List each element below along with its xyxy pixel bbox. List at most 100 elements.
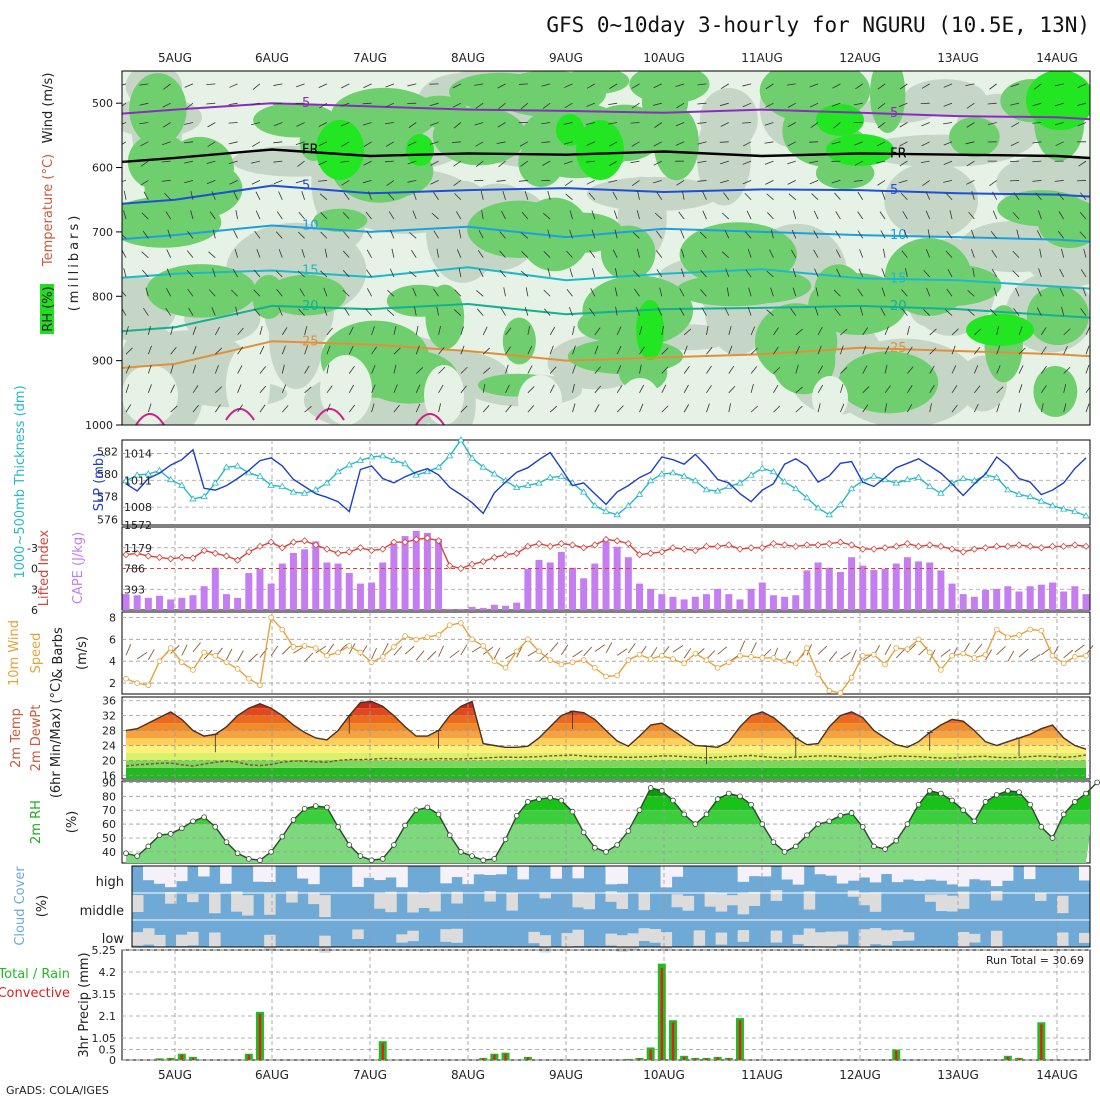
wind-barb [170,384,175,393]
rh2m-line-marker [871,843,877,850]
precip-convective-bar [493,1054,496,1060]
wind-barb [496,141,506,144]
wind-barb [881,287,886,297]
cloud-low-gap [770,930,783,943]
wind-barb [996,345,1001,355]
wind-barb [678,211,685,220]
wind-barb [652,102,662,106]
cloud-high-clear [616,866,629,884]
cloud-low-gap [396,934,408,943]
wind-barb [140,180,149,186]
wind-barb [631,141,640,147]
wind10-barb [371,647,377,660]
wind-barb [724,230,730,239]
cape-bar [814,562,822,610]
wind10-barb [248,653,258,663]
thickness-line-marker [635,490,644,497]
wind10-speed-line-marker [725,659,732,666]
cloud-low-gap [649,929,662,943]
lifted-index-line-marker [155,553,164,561]
wind-barb [926,287,931,297]
rh-tick-label: 70 [102,804,116,817]
wind-barb [209,211,216,220]
wind-barb [125,347,133,355]
cloud-middle-gap [539,892,551,899]
cape-bar [669,596,677,610]
top-date-label: 9AUG [549,51,583,65]
wind-barb [544,308,551,316]
rh2m-line-marker [1038,824,1045,830]
wind-barb [281,384,287,393]
isotherm-line [122,148,1090,164]
wind-barb [1058,211,1065,220]
wind-barb [498,102,506,110]
cloud-high-clear [913,866,926,881]
wind10-speed-line-marker [993,626,1000,633]
wind-barb [862,365,868,374]
wind-barb [907,366,914,374]
rh2m-line-marker [435,811,442,818]
wind-barb [787,141,796,147]
lifted-index-line-marker [736,545,744,553]
wind-barb [170,364,174,374]
wind-barb [281,405,289,413]
wind-barb [385,83,395,88]
rh-dry-patch [518,375,562,425]
wind-barb [1018,365,1024,374]
cloud-high-clear [495,866,507,875]
cloud-high-clear [781,866,794,880]
cape-bar [1082,594,1090,610]
rh2m-line-marker [1049,835,1056,841]
cloud-middle-gap [506,893,518,911]
wind-barb [572,403,576,413]
rh-saturated-patch [1026,71,1090,130]
wind-barb [281,364,285,374]
rh2m-line-marker [971,818,978,825]
wind10-barb [828,651,838,661]
rh2m-label: 2m RH [29,800,44,844]
wind-barb [632,231,640,239]
isotherm-label: 5 [302,179,310,194]
wind-barb [965,141,975,145]
wind-barb [273,160,283,163]
wind-barb [966,102,975,109]
wind-barb [206,83,216,86]
cloud-high-clear [484,866,496,875]
rh2m-line-marker [167,831,174,837]
lifted-index-line-marker [535,540,543,548]
wind-barb [925,210,931,220]
wind-barb [320,270,328,278]
wind10-barb [393,645,403,656]
wind10-speed-line-marker [670,656,676,662]
wind-barb [1011,122,1020,128]
thickness-line-marker [1037,497,1046,504]
wind-barb [586,141,596,146]
wind-barb [342,250,350,258]
thickness-line-marker [512,483,521,490]
slp-edge-label: 1572 [124,519,152,532]
thickness-line-marker [490,470,499,477]
top-date-label: 13AUG [937,51,979,65]
pressure-tick-label: 500 [92,97,113,110]
thickness-line-marker [334,467,342,475]
bottom-date-label: 5AUG [158,1068,192,1082]
wind-barb [787,160,796,165]
rh2m-line-marker [156,832,163,839]
wind-barb [766,309,774,316]
wind-barb [920,160,930,163]
wind-barb [142,269,149,278]
wind-barb [974,346,981,355]
wind10-barb [315,645,327,654]
cape-bar [211,567,219,610]
thickness-line-marker [1026,492,1034,500]
wind-barb [639,403,644,413]
wind-barb [139,83,149,86]
wind10-barb [427,651,437,661]
wind-barb [326,403,331,413]
wind-barb [206,102,216,105]
cloud-low-gap [605,933,618,946]
wind-barb [1078,160,1087,167]
cloud-low-gap [176,934,188,947]
wind-barb [1032,122,1042,124]
rh-moist-patch [164,136,234,200]
